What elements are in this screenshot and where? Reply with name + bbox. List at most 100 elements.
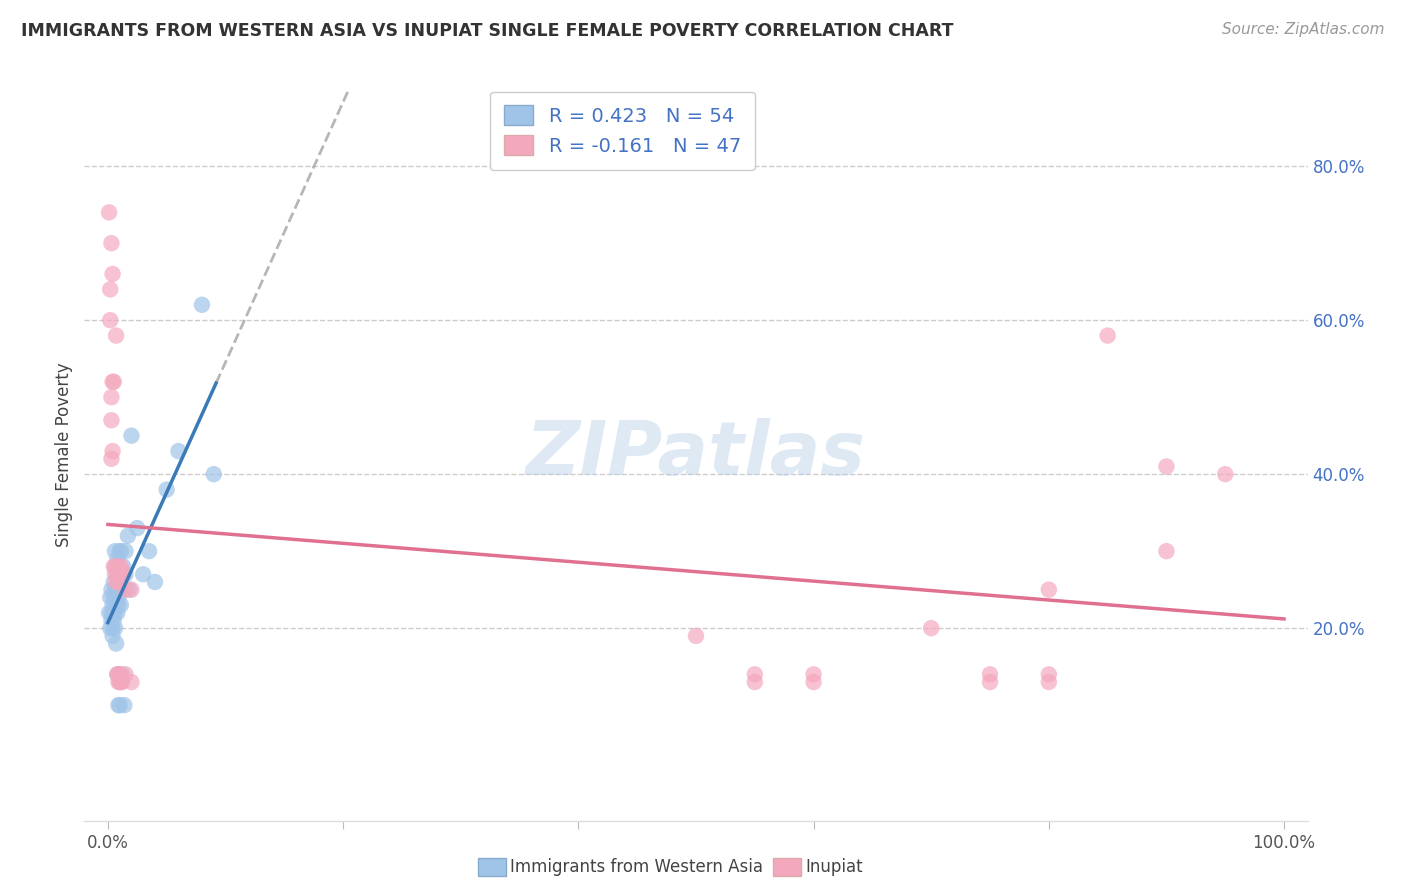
Point — [100, 451, 122, 466]
Point — [979, 675, 1001, 690]
Point — [111, 675, 134, 690]
Point — [108, 667, 131, 681]
Text: Immigrants from Western Asia: Immigrants from Western Asia — [510, 858, 763, 876]
Point — [107, 675, 129, 690]
Point — [107, 598, 129, 612]
Point — [108, 559, 131, 574]
Point — [111, 667, 134, 681]
Point — [1213, 467, 1236, 482]
Point — [100, 582, 122, 597]
Point — [107, 667, 129, 681]
Point — [101, 621, 124, 635]
Point — [101, 375, 124, 389]
Point — [100, 413, 122, 427]
Point — [979, 667, 1001, 681]
Point — [104, 621, 127, 635]
Point — [108, 582, 131, 597]
Point — [112, 559, 135, 574]
Point — [111, 567, 134, 582]
Point — [108, 544, 131, 558]
Legend: R = 0.423   N = 54, R = -0.161   N = 47: R = 0.423 N = 54, R = -0.161 N = 47 — [491, 92, 755, 169]
Point — [744, 675, 766, 690]
Point — [202, 467, 225, 482]
Point — [1038, 667, 1060, 681]
Point — [110, 544, 132, 558]
Point — [685, 629, 707, 643]
Point — [98, 606, 121, 620]
Point — [1038, 675, 1060, 690]
Point — [105, 552, 128, 566]
Point — [100, 614, 122, 628]
Point — [105, 598, 128, 612]
Y-axis label: Single Female Poverty: Single Female Poverty — [55, 363, 73, 547]
Point — [138, 544, 160, 558]
Point — [104, 606, 127, 620]
Point — [105, 574, 128, 589]
Point — [105, 582, 128, 597]
Point — [105, 567, 128, 582]
Point — [103, 375, 125, 389]
Point — [103, 614, 125, 628]
Point — [114, 544, 136, 558]
Point — [110, 559, 132, 574]
Point — [156, 483, 179, 497]
Point — [117, 529, 139, 543]
Point — [108, 567, 131, 582]
Point — [107, 591, 129, 605]
Point — [167, 444, 190, 458]
Point — [105, 667, 128, 681]
Point — [110, 675, 132, 690]
Point — [104, 559, 127, 574]
Point — [118, 582, 141, 597]
Text: Source: ZipAtlas.com: Source: ZipAtlas.com — [1222, 22, 1385, 37]
Point — [107, 698, 129, 713]
Point — [191, 298, 214, 312]
Point — [920, 621, 942, 635]
Point — [803, 675, 825, 690]
Point — [112, 582, 135, 597]
Point — [744, 667, 766, 681]
Point — [120, 582, 142, 597]
Point — [1156, 544, 1178, 558]
Point — [103, 606, 125, 620]
Point — [104, 582, 127, 597]
Point — [101, 444, 124, 458]
Point — [803, 667, 825, 681]
Point — [108, 698, 131, 713]
Point — [100, 390, 122, 404]
Point — [114, 667, 136, 681]
Point — [105, 667, 128, 681]
Point — [108, 675, 131, 690]
Text: Inupiat: Inupiat — [806, 858, 863, 876]
Point — [105, 559, 128, 574]
Point — [101, 598, 124, 612]
Point — [103, 591, 125, 605]
Point — [105, 606, 128, 620]
Point — [143, 574, 166, 589]
Point — [103, 574, 125, 589]
Point — [105, 582, 128, 597]
Point — [98, 591, 121, 605]
Text: IMMIGRANTS FROM WESTERN ASIA VS INUPIAT SINGLE FEMALE POVERTY CORRELATION CHART: IMMIGRANTS FROM WESTERN ASIA VS INUPIAT … — [21, 22, 953, 40]
Point — [110, 598, 132, 612]
Point — [98, 205, 121, 219]
Point — [101, 267, 124, 281]
Point — [1097, 328, 1119, 343]
Point — [132, 567, 155, 582]
Point — [120, 675, 142, 690]
Point — [127, 521, 149, 535]
Point — [98, 313, 121, 327]
Point — [105, 636, 128, 650]
Point — [112, 567, 135, 582]
Point — [101, 629, 124, 643]
Point — [114, 582, 136, 597]
Text: ZIPatlas: ZIPatlas — [526, 418, 866, 491]
Point — [105, 574, 128, 589]
Point — [104, 567, 127, 582]
Point — [103, 559, 125, 574]
Point — [98, 282, 121, 296]
Point — [104, 544, 127, 558]
Point — [1156, 459, 1178, 474]
Point — [105, 328, 128, 343]
Point — [107, 567, 129, 582]
